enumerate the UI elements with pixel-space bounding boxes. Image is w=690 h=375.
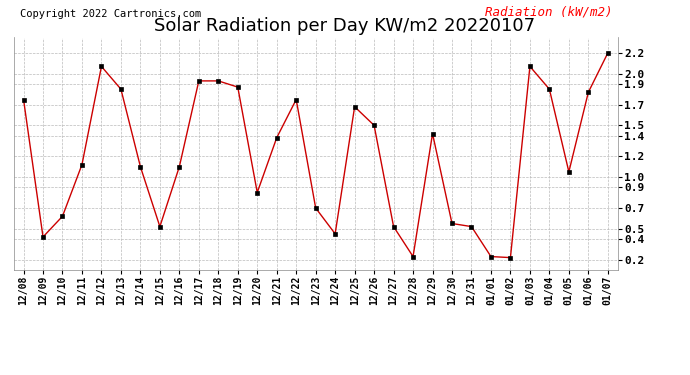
Text: Solar Radiation per Day KW/m2 20220107: Solar Radiation per Day KW/m2 20220107 [155, 17, 535, 35]
Text: Radiation (kW/m2): Radiation (kW/m2) [485, 6, 612, 19]
Text: Copyright 2022 Cartronics.com: Copyright 2022 Cartronics.com [20, 9, 201, 19]
